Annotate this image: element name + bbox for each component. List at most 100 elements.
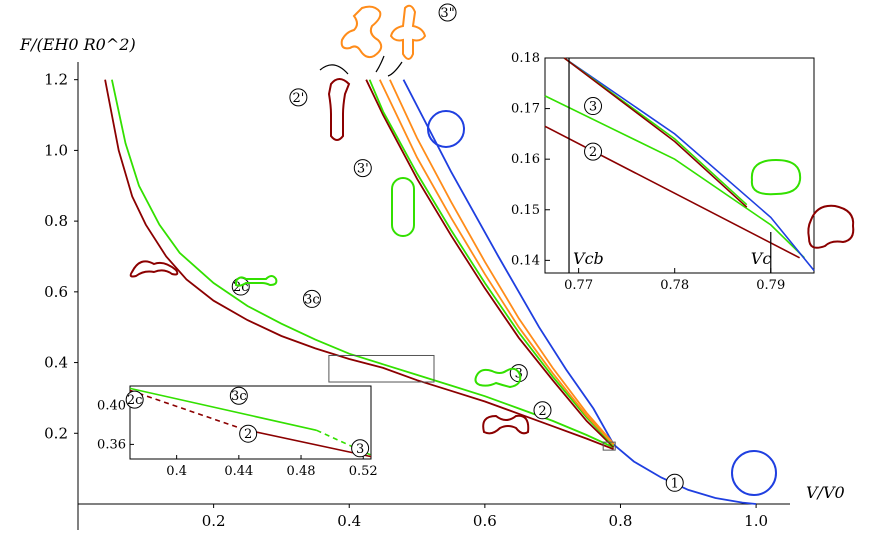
dumbbell-shape-icon: [474, 367, 522, 389]
label-text: 1: [671, 476, 679, 491]
collapsed-saddle-shape-icon: [129, 260, 179, 278]
series-line: [378, 79, 615, 446]
inset-series-line: [563, 57, 748, 208]
inset-bottom: 0.4 0.44 0.48 0.52 0.36 0.40 2c 3c 2 3: [97, 385, 378, 479]
main-axes: 0.2 0.4 0.6 0.8 1.0 0.2 0.4 0.6 0.8 1.0 1.2 F/(EH…: [19, 35, 845, 530]
shape-sketches: [129, 4, 777, 496]
inset-x-tick-label: 0.44: [224, 464, 253, 479]
label-circle: [289, 88, 308, 107]
label-circle: [229, 386, 248, 405]
series-label: 2: [239, 424, 258, 443]
ellipse-shape-icon: [750, 158, 802, 196]
x-tick-label: 0.2: [202, 512, 226, 530]
x-tick-label: 0.8: [609, 512, 633, 530]
label-text: 3: [589, 100, 597, 115]
inset-series-line: [243, 428, 372, 458]
label-circle: [584, 97, 603, 116]
inset-y-tick-label: 0.36: [97, 437, 126, 452]
inset-y-tick-label: 0.16: [511, 152, 540, 167]
label-text: 3c: [231, 389, 247, 404]
marker-label: Vcb: [573, 249, 604, 268]
y-tick-label: 0.6: [44, 283, 68, 301]
capsule-shape-icon: [391, 177, 415, 237]
y-tick-label: 0.2: [44, 424, 68, 442]
label-circle: [353, 159, 372, 178]
series-label: 3c: [229, 386, 248, 405]
label-circle: [438, 3, 457, 22]
arrow-icon: [387, 61, 403, 77]
peanut-shape-icon: [327, 78, 351, 141]
y-axis-label: F/(EH0 R0^2): [19, 35, 136, 54]
main-series-labels: 1 2 3 2c 3c 2' 3' 3": [231, 3, 684, 492]
label-text: 2: [589, 145, 597, 160]
series-label: 2c: [125, 390, 144, 409]
x-ticks: 0.2 0.4 0.6 0.8 1.0: [202, 504, 768, 530]
series-label: 3: [584, 97, 603, 116]
cross-shape-icon: [389, 4, 427, 60]
series-label: 2: [533, 401, 552, 420]
series-line: [368, 79, 615, 447]
inset-y-tick-label: 0.14: [511, 253, 540, 268]
inset-x-tick-label: 0.79: [756, 278, 785, 293]
inset-top-labels: 32: [584, 97, 603, 161]
x-tick-label: 1.0: [744, 512, 768, 530]
label-circle: [351, 439, 370, 458]
inset-bottom-labels: 2c 3c 2 3: [125, 386, 370, 458]
label-text: 2': [292, 91, 304, 106]
arrow-icon: [319, 64, 349, 75]
inset-series-line: [129, 387, 317, 432]
series-label: 2': [289, 88, 308, 107]
series-label: 2: [584, 142, 603, 161]
label-circle: [239, 424, 258, 443]
main-series: [104, 79, 757, 505]
inset-x-tick-label: 0.52: [349, 464, 378, 479]
y-tick-label: 0.8: [44, 212, 68, 230]
x-axis-label: V/V0: [806, 483, 845, 502]
series-label: 3': [353, 159, 372, 178]
inset-x-tick-label: 0.4: [166, 464, 187, 479]
sphere-shape-icon: [427, 110, 465, 148]
label-text: 3c: [304, 292, 320, 307]
label-text: 2c: [127, 393, 143, 408]
x-tick-label: 0.6: [473, 512, 497, 530]
inset-y-tick-label: 0.40: [97, 398, 126, 413]
inset-series-line: [129, 389, 244, 431]
wavy-shape-icon: [340, 5, 383, 59]
label-circle: [584, 142, 603, 161]
label-text: 3': [357, 162, 369, 177]
y-ticks: 0.2 0.4 0.6 0.8 1.0 1.2: [44, 71, 78, 442]
inset-y-tick-label: 0.18: [511, 51, 540, 66]
inset-top: 0.77 0.78 0.790.140.150.160.170.18 32 Vcb V…: [511, 51, 855, 293]
label-text: 3": [440, 6, 454, 21]
series-label: 3: [351, 439, 370, 458]
series-line: [104, 79, 615, 451]
label-circle: [125, 390, 144, 409]
y-tick-label: 1.2: [44, 71, 68, 89]
inset-series-line: [544, 95, 805, 259]
marker-label: Vc: [751, 249, 772, 268]
inset-top-markers: Vcb Vc: [568, 58, 772, 273]
label-text: 3: [356, 442, 364, 457]
x-tick-label: 0.4: [337, 512, 361, 530]
series-label: 3": [438, 3, 457, 22]
inset-bottom-ticks: 0.4 0.44 0.48 0.52 0.36 0.40: [97, 398, 378, 479]
label-circle: [665, 473, 684, 492]
inset-series-line: [563, 57, 815, 272]
arrow-icon: [375, 55, 385, 73]
series-line: [365, 79, 615, 449]
zoom-box-top: [602, 441, 616, 451]
inset-top-series: [544, 57, 815, 272]
label-text: 2: [538, 404, 546, 419]
inset-y-tick-label: 0.15: [511, 203, 540, 218]
label-circle: [533, 401, 552, 420]
inset-x-tick-label: 0.77: [564, 278, 593, 293]
zoom-box-bottom: [328, 354, 435, 383]
collapsed-dumbbell-shape-icon: [235, 275, 278, 287]
inset-top-ticks: 0.77 0.78 0.79 0.14 0.15 0.16 0.17 0.18: [511, 51, 785, 293]
inset-y-tick-label: 0.17: [511, 102, 540, 117]
sphere-shape-icon: [731, 450, 777, 496]
saddle-shape-icon: [482, 414, 530, 435]
y-tick-label: 1.0: [44, 141, 68, 159]
